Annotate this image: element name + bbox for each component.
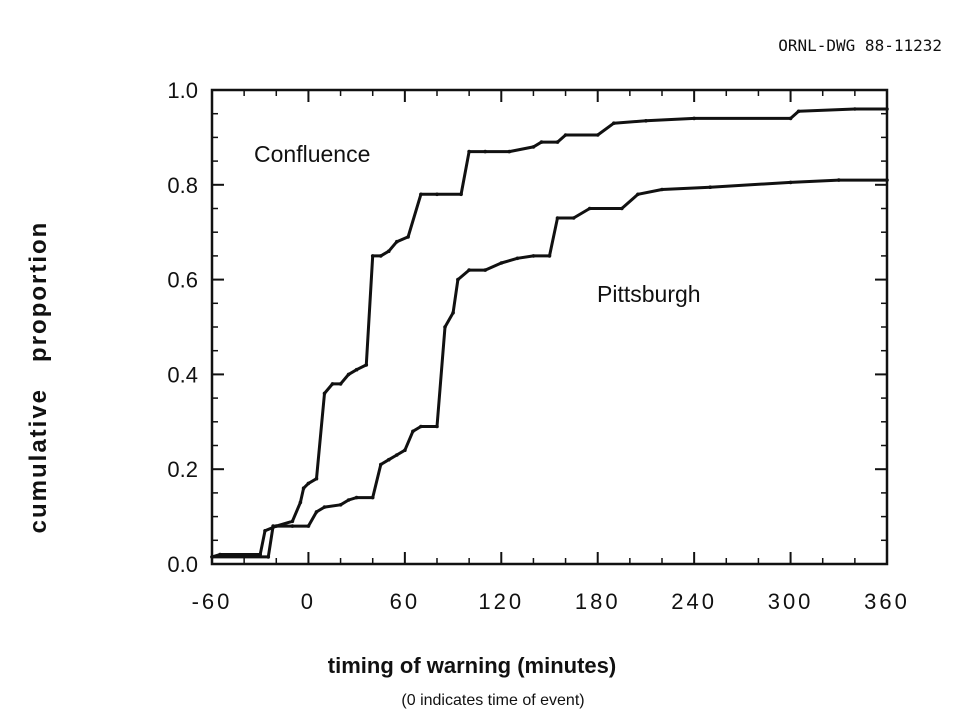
pittsburgh-data-point	[547, 254, 552, 258]
confluence-data-point	[263, 529, 267, 533]
pittsburgh-data-point	[499, 261, 504, 265]
confluence-data-point	[612, 121, 616, 125]
confluence-data-point	[387, 249, 391, 253]
confluence-data-point	[483, 149, 488, 154]
pittsburgh-data-point	[531, 254, 536, 258]
pittsburgh-data-point	[443, 325, 447, 329]
pittsburgh-data-point	[379, 462, 383, 467]
pittsburgh-data-point	[403, 448, 407, 453]
y-tick-label: 0.2	[167, 457, 198, 482]
confluence-data-point	[539, 140, 544, 144]
confluence-data-point	[338, 382, 343, 386]
pittsburgh-data-point	[271, 524, 275, 528]
pittsburgh-data-point	[411, 429, 415, 434]
pittsburgh-data-point	[467, 268, 471, 272]
pittsburgh-data-point	[395, 453, 399, 457]
y-tick-label: 0.8	[167, 173, 198, 198]
y-tick-label: 1.0	[167, 78, 198, 103]
confluence-data-point	[531, 145, 536, 149]
x-tick-label: 0	[301, 589, 316, 614]
pittsburgh-data-point	[483, 268, 488, 272]
pittsburgh-data-point	[660, 187, 664, 192]
axis-tick-labels: -60 0 60 120 180 240 300 360 0.0 0.2 0.4 0.6 0.8 1.0	[167, 78, 910, 614]
pittsburgh-data-point	[708, 185, 712, 189]
confluence-data-point	[853, 107, 857, 111]
pittsburgh-data-point	[515, 256, 520, 261]
confluence-data-point	[314, 476, 319, 481]
x-tick-label: 360	[864, 589, 910, 614]
pittsburgh-data-point	[387, 457, 391, 462]
series-layer	[210, 107, 889, 559]
y-tick-label: 0.0	[167, 552, 198, 577]
confluence-data-point	[330, 382, 335, 386]
confluence-data-point	[306, 481, 311, 486]
confluence-data-point	[435, 192, 439, 197]
pittsburgh-data-point	[322, 505, 327, 509]
x-tick-label: 300	[768, 589, 814, 614]
pittsburgh-data-point	[885, 178, 889, 182]
pittsburgh-data-point	[788, 180, 793, 185]
x-tick-label: 60	[390, 589, 420, 614]
confluence-data-point	[364, 363, 369, 367]
y-axis-label: cumulative proportion	[25, 221, 52, 534]
figure-id: ORNL-DWG 88-11232	[778, 36, 942, 55]
confluence-data-point	[788, 116, 793, 121]
confluence-data-point	[395, 239, 399, 244]
x-axis-note: (0 indicates time of event)	[401, 692, 584, 709]
pittsburgh-data-point	[370, 495, 375, 500]
x-tick-label: 240	[671, 589, 717, 614]
pittsburgh-data-point	[314, 510, 319, 514]
pittsburgh-data-point	[266, 555, 271, 559]
confluence-data-point	[322, 391, 327, 396]
confluence-data-point	[298, 500, 303, 505]
confluence-data-point	[290, 519, 295, 524]
y-tick-label: 0.4	[167, 362, 198, 387]
pittsburgh-data-point	[587, 206, 592, 211]
pittsburgh-data-point	[837, 178, 841, 182]
confluence-data-point	[692, 116, 696, 121]
pittsburgh-data-point	[346, 498, 351, 502]
confluence-data-point	[595, 133, 600, 137]
pittsburgh-data-point	[620, 206, 624, 211]
confluence-data-point	[370, 254, 375, 258]
pittsburgh-data-point	[636, 192, 640, 197]
confluence-data-point	[563, 133, 568, 137]
pittsburgh-data-point	[306, 524, 311, 528]
confluence-data-point	[354, 367, 359, 372]
pittsburgh-data-point	[555, 216, 560, 220]
axis-ticks	[211, 89, 888, 565]
confluence-data-point	[419, 192, 423, 197]
pittsburgh-data-point	[290, 524, 295, 528]
pittsburgh-data-point	[451, 311, 455, 315]
pittsburgh-data-point	[571, 216, 576, 220]
confluence-series-line	[211, 107, 887, 559]
pittsburgh-data-point	[435, 424, 439, 429]
x-tick-label: 180	[575, 589, 621, 614]
confluence-data-point	[644, 119, 648, 123]
pittsburgh-data-point	[354, 495, 359, 500]
pittsburgh-series-line	[212, 178, 887, 559]
confluence-data-point	[467, 149, 471, 154]
confluence-data-point	[507, 149, 512, 154]
x-tick-label: -60	[192, 589, 233, 614]
confluence-data-point	[796, 109, 801, 114]
confluence-data-point	[379, 254, 383, 258]
pittsburgh-data-point	[210, 555, 214, 559]
confluence-data-point	[459, 192, 463, 197]
confluence-data-point	[885, 107, 889, 111]
confluence-data-point	[301, 486, 306, 491]
confluence-data-point	[406, 235, 410, 239]
y-tick-label: 0.6	[167, 268, 198, 293]
confluence-label: Confluence	[254, 141, 370, 167]
pittsburgh-data-point	[456, 277, 460, 282]
pittsburgh-label: Pittsburgh	[597, 281, 701, 307]
x-axis-label: timing of warning (minutes)	[328, 653, 616, 678]
pittsburgh-data-point	[338, 503, 343, 507]
x-tick-label: 120	[478, 589, 524, 614]
confluence-data-point	[346, 372, 351, 377]
confluence-data-point	[555, 140, 560, 144]
pittsburgh-data-point	[419, 424, 423, 429]
